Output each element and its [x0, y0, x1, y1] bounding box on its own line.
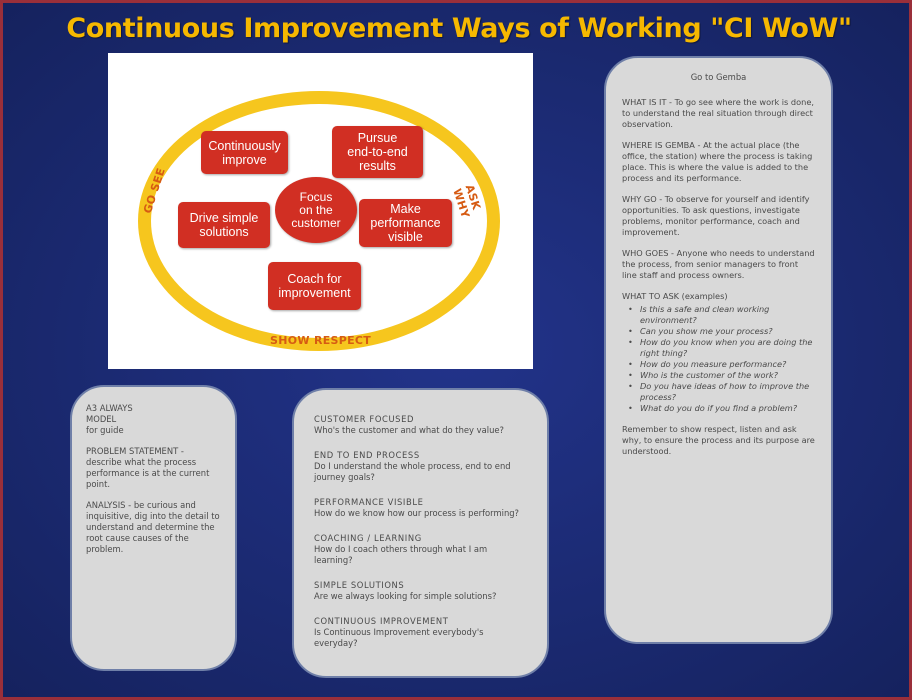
gemba-closing: Remember to show respect, listen and ask… [622, 424, 815, 456]
question-heading: CONTINUOUS IMPROVEMENT [314, 616, 449, 626]
principle-focus-customer: Focus on the customer [275, 177, 357, 243]
gemba-questions-list: Is this a safe and clean working environ… [628, 304, 815, 414]
question-item: COACHING / LEARNING How do I coach other… [314, 533, 527, 566]
question-text: Do I understand the whole process, end t… [314, 461, 511, 482]
list-item: Is this a safe and clean working environ… [628, 304, 815, 326]
principle-pursue-end-to-end: Pursue end-to-end results [332, 126, 423, 178]
question-text: Are we always looking for simple solutio… [314, 591, 497, 601]
gemba-who: WHO GOES - Anyone who needs to understan… [622, 248, 815, 280]
list-item: How do you measure performance? [628, 359, 815, 370]
question-text: Is Continuous Improvement everybody's ev… [314, 627, 484, 648]
list-item: Can you show me your process? [628, 326, 815, 337]
principle-drive-simple-solutions: Drive simple solutions [178, 202, 270, 248]
question-text: Who's the customer and what do they valu… [314, 425, 504, 435]
analysis-text: ANALYSIS - be curious and inquisitive, d… [86, 500, 220, 554]
question-text: How do we know how our process is perfor… [314, 508, 520, 518]
gemba-questions-heading: WHAT TO ASK (examples) [622, 291, 728, 301]
list-item: How do you know when you are doing the r… [628, 337, 815, 359]
question-item: CONTINUOUS IMPROVEMENT Is Continuous Imp… [314, 616, 527, 649]
question-heading: SIMPLE SOLUTIONS [314, 580, 405, 590]
list-item: Do you have ideas of how to improve the … [628, 381, 815, 403]
question-item: CUSTOMER FOCUSED Who's the customer and … [314, 414, 527, 436]
problem-statement-text: PROBLEM STATEMENT - describe what the pr… [86, 446, 210, 489]
question-heading: CUSTOMER FOCUSED [314, 414, 415, 424]
gemba-where: WHERE IS GEMBA - At the actual place (th… [622, 140, 813, 183]
principle-coach-for-improvement: Coach for improvement [268, 262, 361, 310]
a3-model-card: A3 ALWAYS MODEL for guide PROBLEM STATEM… [70, 385, 237, 671]
page-title: Continuous Improvement Ways of Working "… [66, 13, 852, 44]
question-item: SIMPLE SOLUTIONS Are we always looking f… [314, 580, 527, 602]
question-item: PERFORMANCE VISIBLE How do we know how o… [314, 497, 527, 519]
ring-label-show-respect: SHOW RESPECT [270, 334, 372, 347]
question-heading: COACHING / LEARNING [314, 533, 422, 543]
gemba-what-is-it: WHAT IS IT - To go see where the work is… [622, 97, 814, 129]
principles-questions-card: CUSTOMER FOCUSED Who's the customer and … [292, 388, 549, 678]
principle-continuously-improve: Continuously improve [201, 131, 288, 174]
question-text: How do I coach others through what I am … [314, 544, 488, 565]
question-item: END TO END PROCESS Do I understand the w… [314, 450, 527, 483]
ci-principles-diagram: GO SEE ASK WHY SHOW RESPECT Continuously… [108, 53, 533, 369]
gemba-title: Go to Gemba [690, 72, 747, 82]
gemba-why: WHY GO - To observe for yourself and ide… [622, 194, 810, 237]
principle-make-performance-visible: Make performance visible [359, 199, 452, 247]
go-to-gemba-card: Go to Gemba WHAT IS IT - To go see where… [604, 56, 833, 644]
list-item: What do you do if you find a problem? [628, 403, 815, 414]
question-heading: PERFORMANCE VISIBLE [314, 497, 424, 507]
a3-model-heading: A3 ALWAYS MODEL for guide [86, 403, 133, 435]
question-heading: END TO END PROCESS [314, 450, 420, 460]
list-item: Who is the customer of the work? [628, 370, 815, 381]
